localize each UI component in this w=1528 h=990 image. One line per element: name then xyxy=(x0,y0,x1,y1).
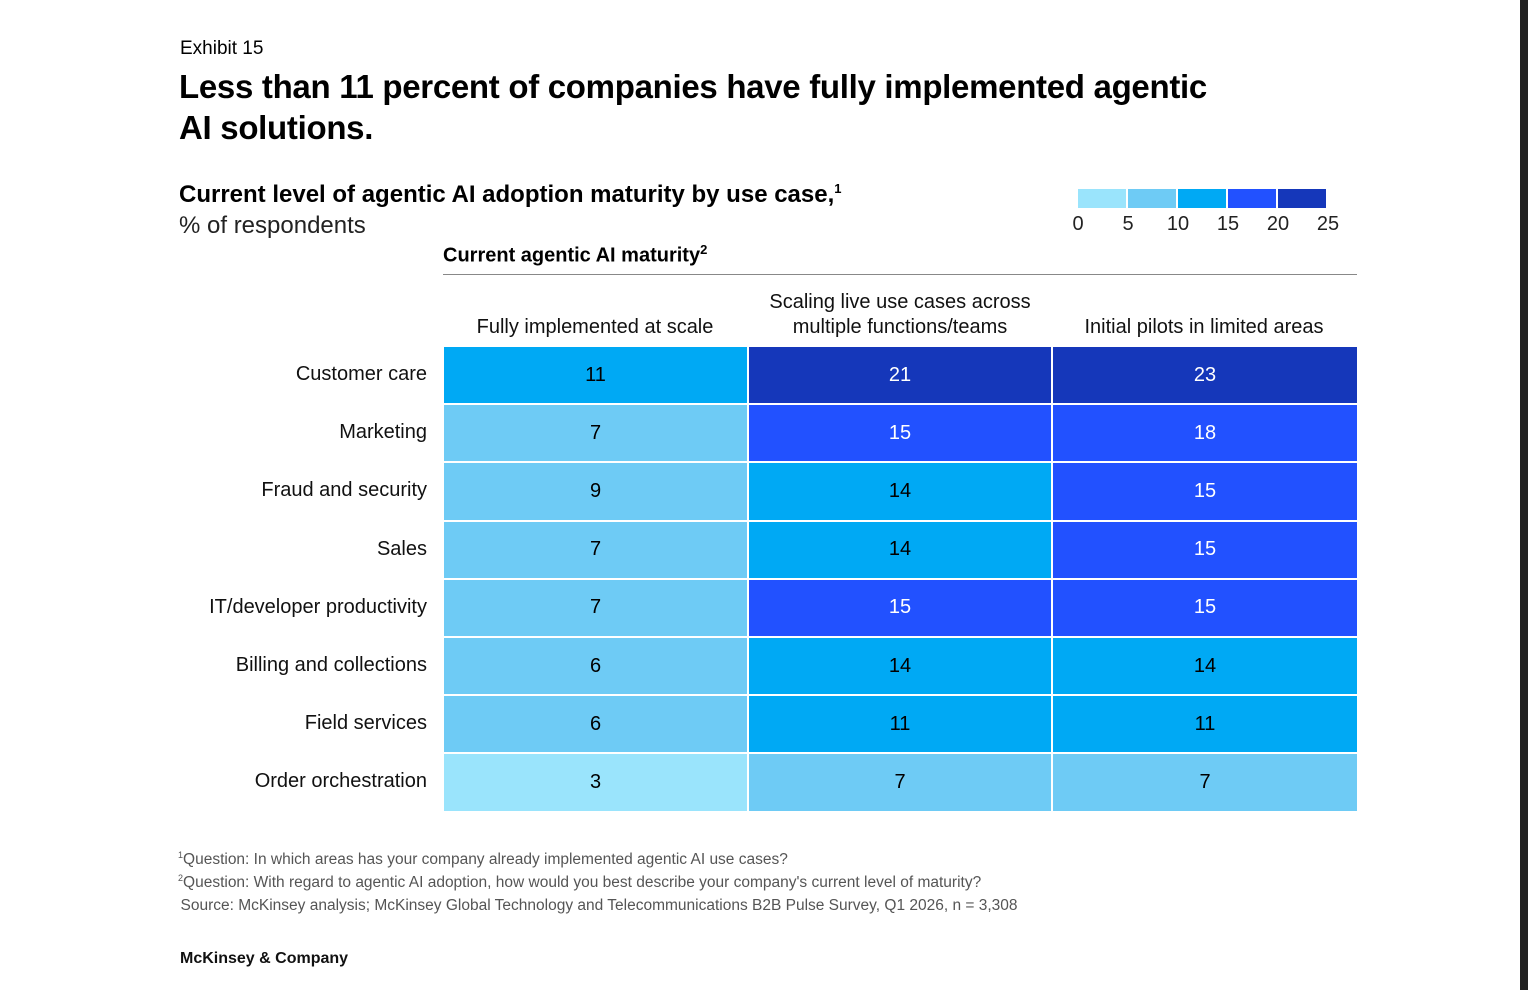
footnote-text: Question: With regard to agentic AI adop… xyxy=(183,874,982,892)
footnote: 1Question: In which areas has your compa… xyxy=(178,846,1018,869)
unit-label: % of respondents xyxy=(179,212,366,239)
heatmap-cell: 9 xyxy=(444,463,747,520)
heatmap-cell: 15 xyxy=(749,579,1051,636)
row-label: Fraud and security xyxy=(261,479,427,502)
heatmap-cell: 14 xyxy=(749,463,1051,520)
heatmap-cell: 6 xyxy=(444,696,747,753)
heatmap-cell: 15 xyxy=(1053,463,1357,520)
footnote-text: Question: In which areas has your compan… xyxy=(183,851,788,869)
legend-tick-label: 5 xyxy=(1122,213,1134,235)
row-label: Customer care xyxy=(295,363,427,385)
exhibit-label: Exhibit 15 xyxy=(180,38,264,59)
heatmap-cell: 15 xyxy=(1053,579,1357,636)
row-label: Marketing xyxy=(339,421,427,444)
heatmap-cell: 7 xyxy=(749,754,1051,811)
heatmap-cell: 15 xyxy=(749,405,1051,462)
heatmap-cell: 7 xyxy=(1053,754,1357,811)
heatmap-cell: 14 xyxy=(1053,638,1357,695)
heatmap-cell: 14 xyxy=(749,521,1051,578)
column-group-text: Current agentic AI maturity xyxy=(443,244,701,267)
footnote-text: Source: McKinsey analysis; McKinsey Glob… xyxy=(180,897,1018,915)
heatmap-cell: 11 xyxy=(1053,696,1357,753)
chart-subtitle: Current level of agentic AI adoption mat… xyxy=(179,181,842,209)
legend-tick-label: 0 xyxy=(1072,213,1084,235)
heatmap-cell: 23 xyxy=(1053,347,1357,404)
column-header: Fully implemented at scale xyxy=(476,316,714,338)
heatmap-cell: 6 xyxy=(444,638,747,695)
legend-swatch xyxy=(1228,189,1276,208)
brand-logo-text: McKinsey & Company xyxy=(180,950,349,967)
heatmap-cell: 11 xyxy=(444,347,747,404)
column-header: Scaling live use cases across multiple f… xyxy=(769,291,1031,338)
heatmap-cell: 15 xyxy=(1053,521,1357,578)
column-header: Initial pilots in limited areas xyxy=(1084,316,1324,338)
legend-tick-label: 15 xyxy=(1216,213,1240,235)
column-group-label: Current agentic AI maturity2 xyxy=(443,242,707,268)
heatmap-cell: 14 xyxy=(749,638,1051,695)
heatmap-cell: 3 xyxy=(444,754,747,811)
legend-swatch xyxy=(1178,189,1226,208)
subtitle-footnote-mark: 1 xyxy=(834,181,842,196)
header-divider xyxy=(443,274,1357,275)
footnotes: 1Question: In which areas has your compa… xyxy=(178,846,1018,915)
heatmap-cell: 18 xyxy=(1053,405,1357,462)
column-group-footnote-mark: 2 xyxy=(700,242,708,257)
legend-tick-label: 20 xyxy=(1266,213,1290,235)
row-label: Field services xyxy=(304,712,427,735)
row-label: Sales xyxy=(376,537,427,560)
row-label: Order orchestration xyxy=(254,770,427,793)
window-edge xyxy=(1520,0,1528,990)
legend-tick-label: 25 xyxy=(1316,213,1340,235)
footnote-mark: 2 xyxy=(178,873,184,884)
legend-swatch xyxy=(1278,189,1326,208)
heatmap-cell: 7 xyxy=(444,405,747,462)
footnote: 2Question: With regard to agentic AI ado… xyxy=(178,869,1018,892)
legend-tick-label: 10 xyxy=(1166,213,1190,235)
row-label: Billing and collections xyxy=(235,654,427,676)
footnote-mark: 1 xyxy=(178,850,184,860)
legend-swatch xyxy=(1078,189,1126,208)
legend-swatch xyxy=(1128,189,1176,208)
chart-title: Less than 11 percent of companies have f… xyxy=(179,68,1207,146)
heatmap-cell: 11 xyxy=(749,696,1051,753)
heatmap-cell: 21 xyxy=(749,347,1051,404)
footnote: Source: McKinsey analysis; McKinsey Glob… xyxy=(178,892,1018,915)
heatmap-cell: 7 xyxy=(444,579,747,636)
heatmap-cell: 7 xyxy=(444,521,747,578)
row-label: IT/developer productivity xyxy=(209,595,427,618)
subtitle-text: Current level of agentic AI adoption mat… xyxy=(179,181,835,208)
